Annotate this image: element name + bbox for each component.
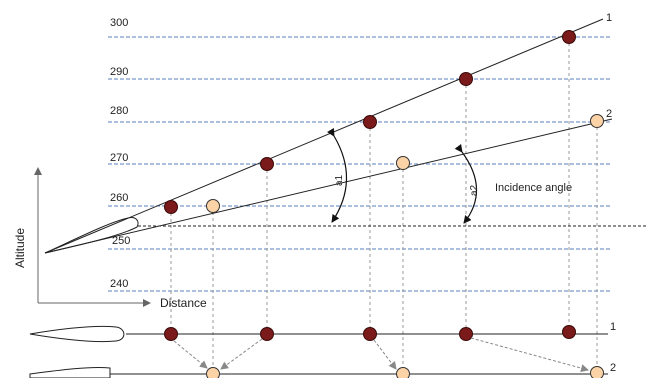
angle-label-a1: a1 [334, 174, 345, 186]
angle-arc-a2 [454, 143, 478, 224]
trajectory-1-points [164, 30, 576, 214]
altitude-label-300: 300 [110, 17, 128, 29]
altitude-label-280: 280 [110, 105, 128, 117]
bottom-1-point [459, 327, 473, 341]
bottom-wing-2 [29, 366, 111, 379]
x-axis-label: Distance [160, 296, 207, 310]
trajectory-1-point [260, 157, 274, 171]
trajectory-1-point [164, 200, 178, 214]
incidence-angle-label: Incidence angle [495, 182, 572, 194]
bottom-1-points [164, 325, 576, 341]
bottom-2-point [396, 367, 410, 381]
trajectory-2-point [590, 114, 604, 128]
bottom-1-point [164, 327, 178, 341]
bottom-1-point [363, 327, 377, 341]
bottom-1-point [562, 325, 576, 339]
altitude-label-290: 290 [110, 66, 128, 78]
angle-label-a2: a2 [469, 184, 480, 196]
bottom-1-point [260, 327, 274, 341]
trajectory-2-point [206, 199, 220, 213]
bottom-wing-1 [29, 325, 125, 343]
axes [34, 167, 151, 307]
altitude-label-240: 240 [110, 278, 128, 290]
angle-arc-a1 [326, 127, 348, 223]
y-axis-label: Altitude [13, 228, 27, 268]
trajectory-1-point [562, 30, 576, 44]
trajectory-2-point [396, 156, 410, 170]
altitude-labels: 300 290 280 270 260 250 240 [110, 17, 130, 290]
bottom-2-point [206, 367, 220, 381]
altitude-grid [108, 36, 612, 292]
trajectory-line-1 [44, 18, 604, 254]
line-1-label: 1 [606, 12, 612, 24]
bottom-line-2-label: 2 [610, 362, 616, 374]
altitude-label-250: 250 [112, 235, 130, 247]
altitude-label-260: 260 [110, 192, 128, 204]
bottom-line-1-label: 1 [610, 321, 616, 333]
bottom-2-points [206, 366, 604, 381]
trajectory-1-point [363, 115, 377, 129]
transition-arrows [173, 337, 589, 373]
trajectory-1-point [459, 72, 473, 86]
bottom-2-point [590, 366, 604, 380]
trajectory-2-points [206, 114, 604, 213]
line-2-label: 2 [606, 108, 612, 120]
altitude-label-270: 270 [110, 152, 128, 164]
